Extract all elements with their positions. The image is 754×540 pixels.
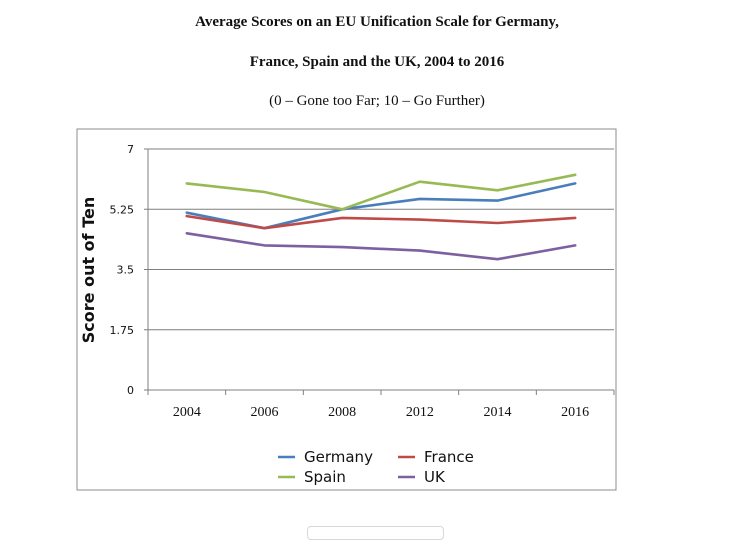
legend-label-uk: UK bbox=[424, 468, 446, 486]
chart-frame bbox=[76, 128, 617, 491]
legend: Germany France Spain UK bbox=[278, 448, 474, 486]
x-tick-label: 2012 bbox=[406, 405, 434, 420]
legend-label-france: France bbox=[424, 448, 474, 466]
x-tick-label: 2006 bbox=[251, 405, 279, 420]
x-tick-labels: 2004 2006 2008 2012 2014 2016 bbox=[173, 405, 589, 420]
legend-label-spain: Spain bbox=[304, 468, 346, 486]
legend-label-germany: Germany bbox=[304, 448, 373, 466]
chart-title-line-1: Average Scores on an EU Unification Scal… bbox=[195, 14, 559, 30]
chart-subtitle: (0 – Gone too Far; 10 – Go Further) bbox=[269, 93, 485, 109]
x-tick-label: 2008 bbox=[328, 405, 356, 420]
y-axis-label: Score out of Ten bbox=[79, 197, 98, 343]
gridlines bbox=[148, 148, 614, 331]
series-line-france bbox=[185, 214, 577, 230]
y-tick-labels: 0 1.75 3.5 5.25 7 bbox=[110, 143, 135, 397]
y-tick-label: 7 bbox=[127, 143, 134, 156]
y-tick-label: 1.75 bbox=[110, 324, 135, 337]
series-lines bbox=[185, 173, 577, 261]
series-line-spain bbox=[185, 173, 577, 211]
axes bbox=[144, 148, 615, 395]
bottom-tab[interactable] bbox=[307, 526, 444, 540]
chart-title-line-2: France, Spain and the UK, 2004 to 2016 bbox=[249, 54, 505, 70]
series-line-uk bbox=[185, 232, 577, 261]
x-tick-label: 2016 bbox=[561, 405, 589, 420]
y-tick-label: 5.25 bbox=[110, 203, 135, 216]
y-tick-label: 3.5 bbox=[117, 264, 135, 277]
y-tick-label: 0 bbox=[127, 384, 134, 397]
x-tick-label: 2004 bbox=[173, 405, 201, 420]
x-tick-label: 2014 bbox=[484, 405, 512, 420]
